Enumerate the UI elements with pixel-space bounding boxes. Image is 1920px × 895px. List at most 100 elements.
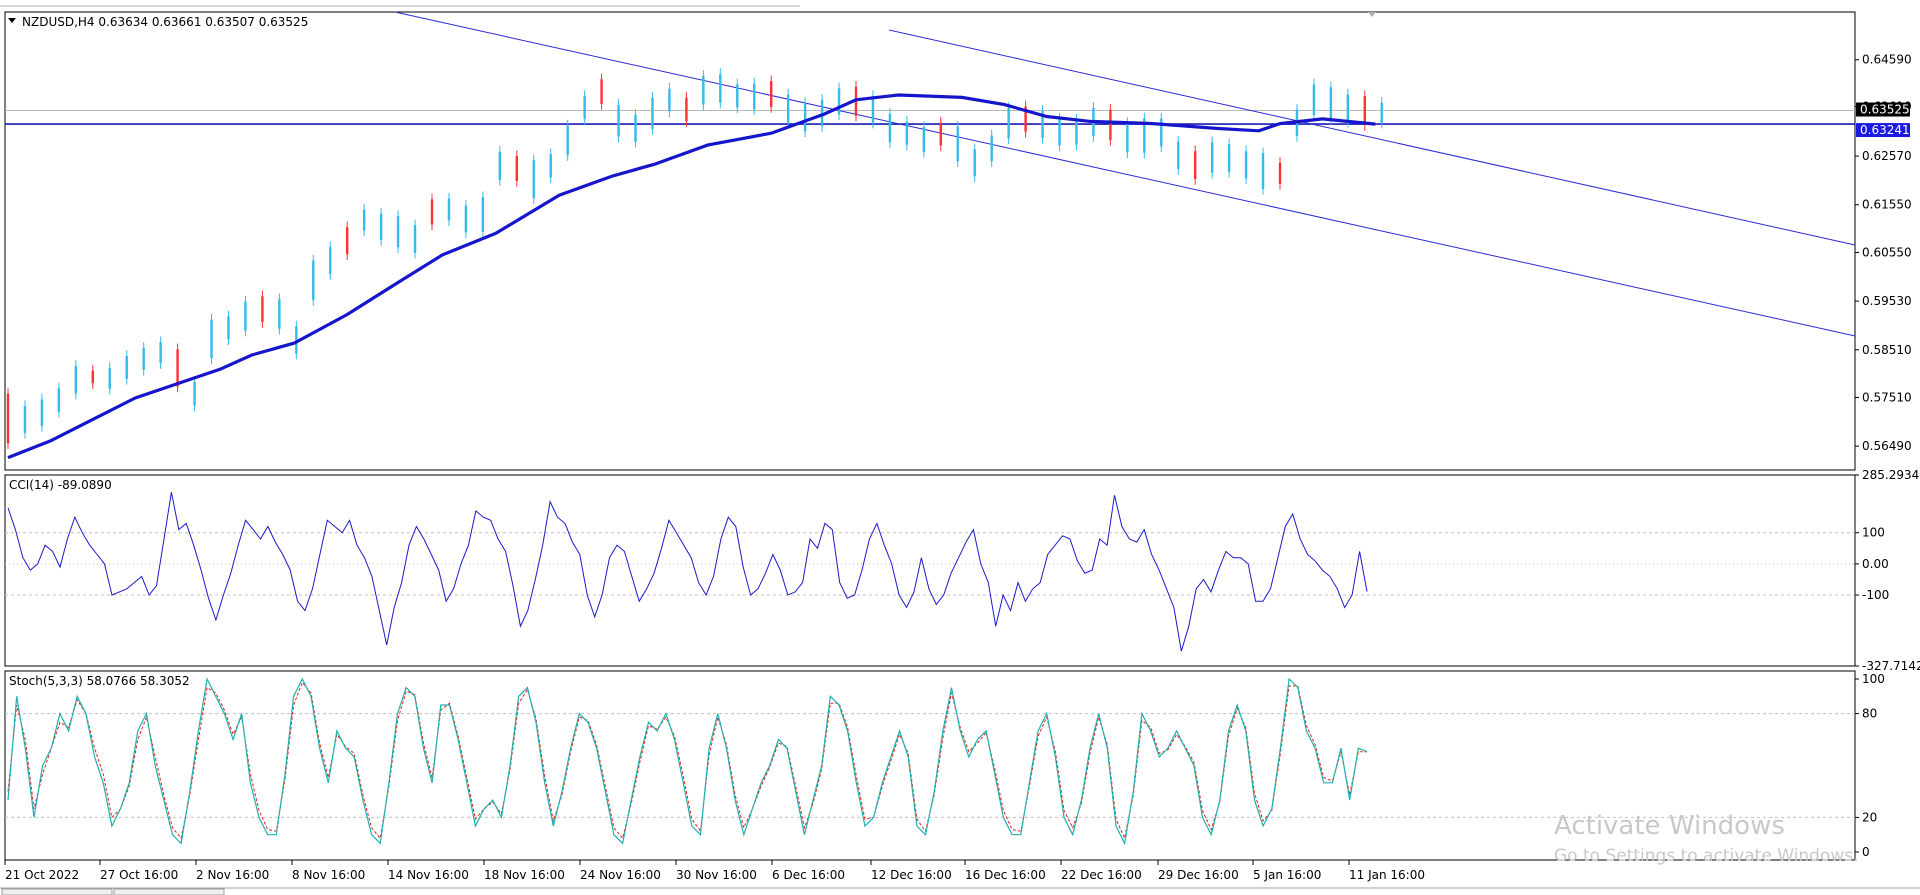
candle-body [685, 97, 688, 122]
candle-body [379, 213, 383, 241]
candle-body [1278, 162, 1282, 184]
stoch-panel-frame [4, 670, 1856, 861]
candle-body [651, 97, 654, 129]
candle-body [413, 225, 417, 253]
candle-body [973, 149, 976, 177]
time-tick-label: 27 Oct 16:00 [100, 868, 178, 882]
candle-body [753, 83, 756, 110]
candle-body [227, 316, 230, 340]
candle-body [600, 79, 603, 105]
price-panel[interactable]: 0.645900.636100.625700.615500.605500.595… [5, 11, 1912, 460]
level-price-label: 0.63241 [1860, 123, 1910, 137]
candle-body [6, 393, 10, 444]
candle-body [1194, 151, 1197, 179]
candle-body [1058, 118, 1061, 146]
candle-body [736, 84, 739, 108]
candle-body [176, 349, 179, 387]
candle-body [922, 126, 926, 152]
candle-body [837, 88, 841, 115]
candle-body [634, 115, 637, 142]
time-tick-label: 11 Jan 16:00 [1349, 868, 1425, 882]
candle-body [888, 114, 892, 143]
stoch-main-line[interactable] [7, 677, 1368, 846]
candle-body [74, 365, 78, 394]
chart-menu-triangle-icon[interactable] [8, 18, 16, 23]
candle-body [939, 122, 942, 146]
candle-body [566, 125, 569, 156]
price-tick-label: 0.57510 [1862, 390, 1912, 404]
candle-body [1143, 118, 1146, 153]
candle-body [770, 81, 773, 107]
candle-body [719, 74, 722, 103]
candle-body [1075, 119, 1078, 145]
candle-body [668, 88, 671, 112]
candle-body [108, 367, 111, 389]
price-tick-label: 0.58510 [1862, 343, 1912, 357]
price-tick-label: 0.61550 [1862, 198, 1912, 212]
candle-body [1329, 87, 1333, 119]
price-panel-title: NZDUSD,H4 0.63634 0.63661 0.63507 0.6352… [22, 15, 308, 29]
candle-body [1007, 107, 1010, 139]
price-tick-label: 0.56490 [1862, 439, 1912, 453]
candle-body [23, 406, 27, 433]
candle-body [1177, 141, 1180, 169]
current-price-label: 0.63525 [1860, 103, 1910, 117]
candle-body [803, 103, 807, 132]
stoch-tick-label: 100 [1862, 672, 1885, 686]
stoch-panel-title: Stoch(5,3,3) 58.0766 58.3052 [9, 674, 190, 688]
bottom-tab-strip [0, 887, 1920, 895]
candle-body [193, 381, 196, 406]
candle-body [278, 299, 281, 329]
current-price-box [1856, 102, 1910, 117]
cci-tick-label: 100 [1862, 526, 1885, 540]
candle-body [786, 94, 790, 123]
moving-average-line[interactable] [7, 93, 1376, 460]
time-tick-label: 5 Jan 16:00 [1253, 868, 1321, 882]
candle-body [820, 99, 824, 127]
price-tick-label: 0.62570 [1862, 149, 1912, 163]
candle-body [329, 247, 332, 274]
price-tick-label: 0.59530 [1862, 294, 1912, 308]
candle-body [1363, 95, 1366, 126]
time-tick-label: 21 Oct 2022 [5, 868, 79, 882]
cci-tick-label: -327.7142 [1862, 659, 1920, 673]
candle-body [1024, 106, 1027, 132]
cci-tick-label: -100 [1862, 588, 1889, 602]
time-axis: 21 Oct 2022 27 Oct 16:00 2 Nov 16:00 8 Nov … [4, 860, 1425, 882]
channel-line-lower[interactable] [394, 11, 1856, 337]
candle-body [312, 260, 315, 301]
stoch-tick-label: 20 [1862, 810, 1877, 824]
candle-body [261, 296, 264, 323]
cci-panel[interactable]: 285.2934 100 0.00 -100 -327.7142 [5, 468, 1920, 673]
candle-body [1126, 123, 1129, 153]
candle-body [532, 160, 535, 199]
candle-body [396, 216, 400, 248]
time-tick-label: 2 Nov 16:00 [196, 868, 269, 882]
time-tick-label: 8 Nov 16:00 [292, 868, 365, 882]
candle-body [1346, 94, 1350, 122]
cci-panel-title: CCI(14) -89.0890 [9, 478, 112, 492]
stoch-panel[interactable]: 100 80 20 0 [5, 672, 1885, 859]
candle-body [142, 347, 145, 370]
candle-body [295, 326, 298, 354]
time-tick-label: 14 Nov 16:00 [388, 868, 469, 882]
candle-body [430, 199, 434, 225]
cci-tick-label: 285.2934 [1862, 468, 1919, 482]
candle-body [1312, 84, 1316, 116]
candle-body [1109, 109, 1112, 140]
candle-body [40, 399, 44, 427]
stoch-tick-label: 80 [1862, 707, 1877, 721]
cci-line[interactable] [7, 492, 1368, 652]
stoch-signal-line[interactable] [7, 681, 1367, 840]
price-panel-frame [4, 11, 1856, 471]
channel-line-upper[interactable] [888, 29, 1856, 246]
candle-body [1210, 142, 1214, 173]
candle-body [210, 319, 213, 359]
shift-marker-icon[interactable] [1368, 12, 1376, 17]
candle-body [57, 388, 61, 412]
candle-body [871, 95, 875, 123]
stoch-tick-label: 0 [1862, 845, 1870, 859]
